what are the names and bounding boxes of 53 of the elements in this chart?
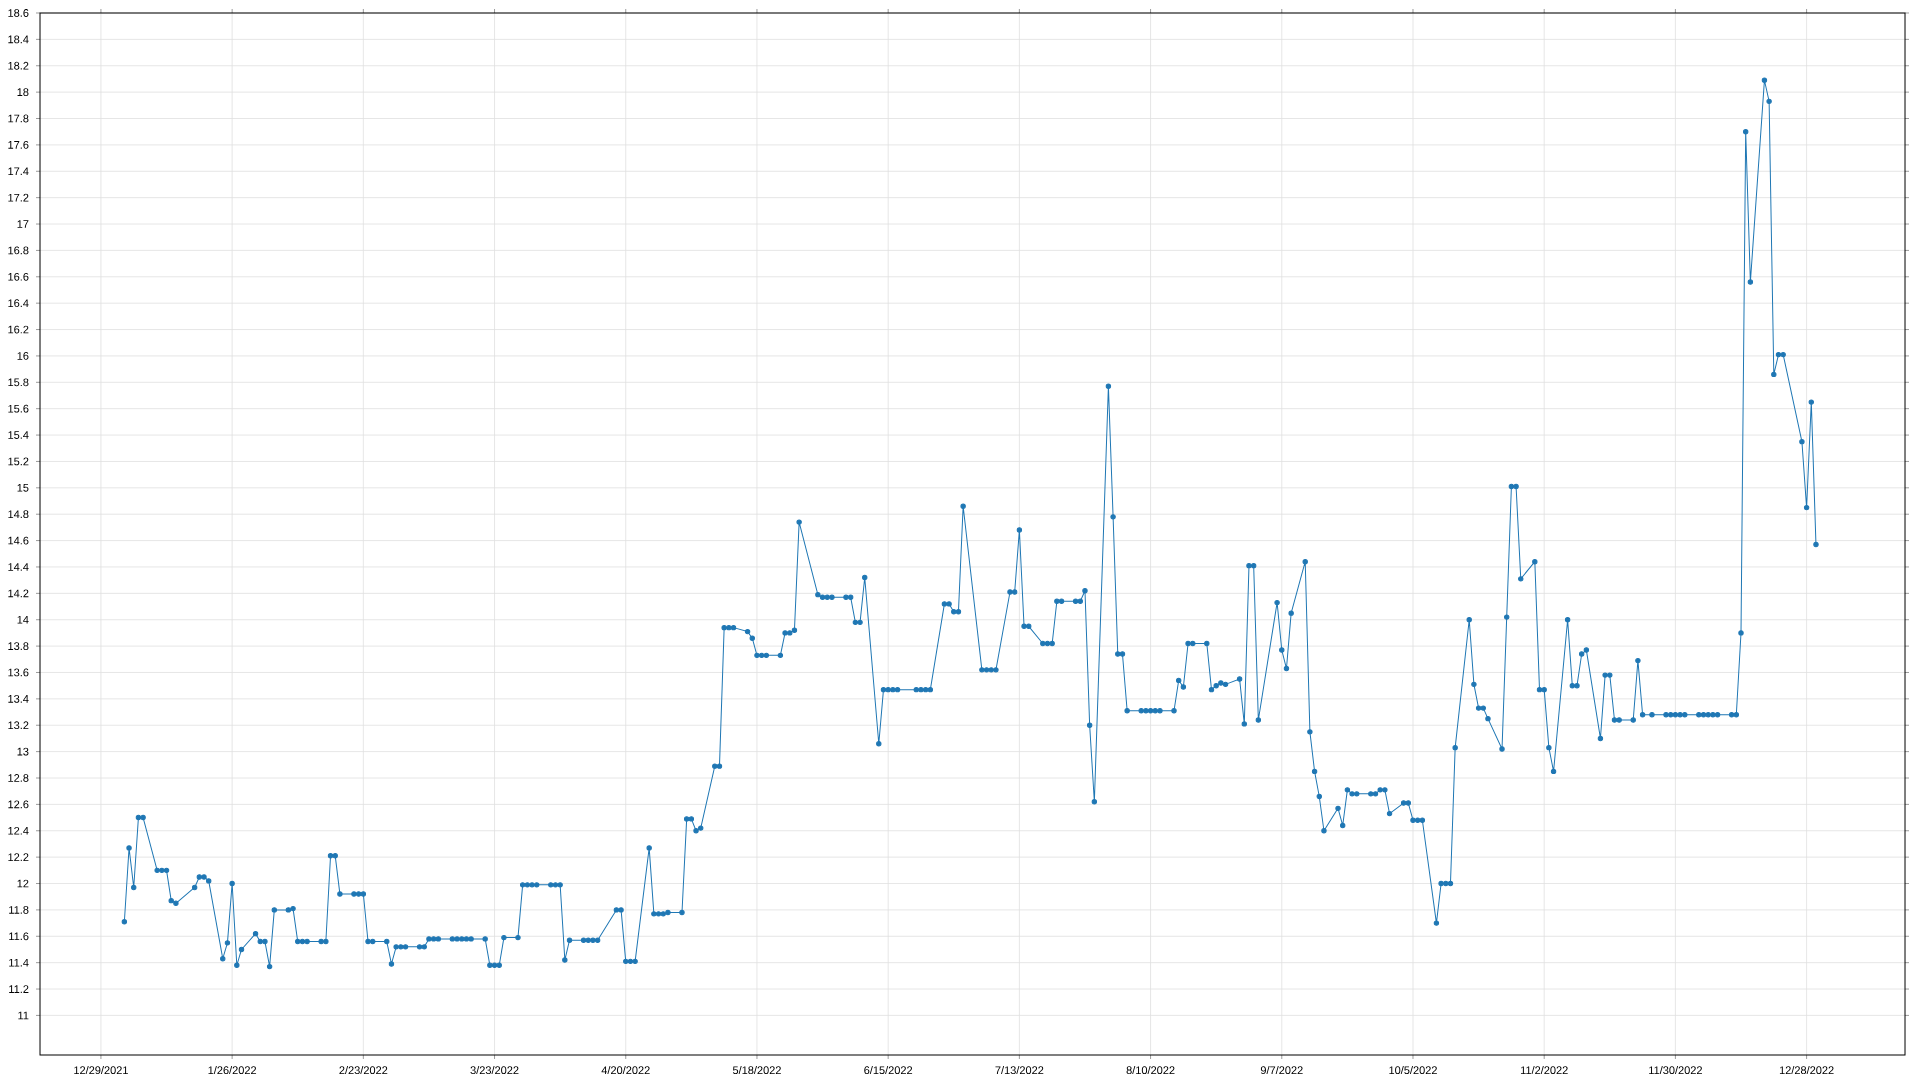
- y-tick-label: 13.4: [8, 694, 29, 703]
- y-tick-label: 18.4: [8, 35, 29, 44]
- x-tick-label: 9/7/2022: [1260, 1066, 1303, 1075]
- x-tick-label: 11/30/2022: [1649, 1066, 1702, 1075]
- x-tick-label: 5/18/2022: [732, 1066, 781, 1075]
- y-tick-label: 11.8: [9, 906, 29, 914]
- y-tick-label: 15.6: [8, 404, 29, 413]
- y-tick-label: 11.2: [9, 985, 29, 993]
- y-tick-label: 12.4: [8, 826, 29, 835]
- y-tick-label: 15.8: [8, 378, 29, 387]
- y-tick-label: 17.8: [8, 114, 29, 123]
- y-tick-label: 14: [17, 615, 29, 624]
- y-tick-label: 16.4: [8, 299, 29, 308]
- x-tick-label: 8/10/2022: [1126, 1066, 1175, 1075]
- x-tick-label: 3/23/2022: [470, 1066, 519, 1075]
- y-tick-label: 17.2: [8, 193, 29, 202]
- y-tick-label: 17: [17, 220, 29, 228]
- y-tick-label: 11.4: [9, 958, 29, 967]
- x-tick-label: 12/29/2021: [74, 1066, 128, 1075]
- y-tick-label: 15.4: [8, 431, 29, 439]
- y-tick-label: 17.6: [8, 141, 29, 149]
- y-tick-label: 13: [17, 747, 29, 756]
- y-tick-label: 12.8: [8, 774, 29, 782]
- x-tick-label: 6/15/2022: [864, 1066, 913, 1075]
- y-tick-label: 18: [17, 88, 29, 97]
- x-tick-label: 4/20/2022: [601, 1066, 650, 1075]
- y-tick-label: 15.2: [8, 457, 29, 466]
- x-tick-label: 10/5/2022: [1389, 1066, 1437, 1075]
- y-tick-label: 16: [17, 352, 29, 360]
- x-tick-label: 7/13/2022: [995, 1066, 1044, 1075]
- y-tick-label: 16.6: [8, 272, 29, 281]
- x-tick-label: 12/28/2022: [1779, 1066, 1834, 1075]
- y-tick-label: 15: [17, 484, 29, 492]
- x-tick-label: 1/26/2022: [208, 1066, 257, 1075]
- y-tick-label: 11: [18, 1011, 29, 1020]
- y-tick-label: 13.8: [8, 642, 29, 650]
- y-tick-label: 14.2: [8, 589, 29, 598]
- y-tick-label: 11.6: [9, 932, 29, 941]
- y-tick-label: 12.6: [8, 800, 29, 809]
- y-tick-label: 18.6: [8, 9, 29, 17]
- y-tick-label: 12.2: [8, 853, 29, 861]
- y-tick-label: 14.4: [8, 563, 29, 571]
- y-tick-label: 16.8: [8, 246, 29, 255]
- y-tick-label: 18.2: [8, 61, 29, 70]
- x-tick-label: 2/23/2022: [339, 1066, 388, 1075]
- y-tick-label: 13.2: [8, 721, 29, 730]
- y-tick-label: 13.6: [8, 668, 29, 677]
- y-tick-label: 12: [17, 879, 29, 888]
- x-tick-label: 11/2/2022: [1520, 1066, 1568, 1075]
- y-tick-label: 17.4: [8, 167, 29, 176]
- y-tick-label: 16.2: [8, 325, 29, 334]
- y-tick-label: 14.6: [8, 536, 29, 545]
- y-tick-label: 14.8: [8, 510, 29, 519]
